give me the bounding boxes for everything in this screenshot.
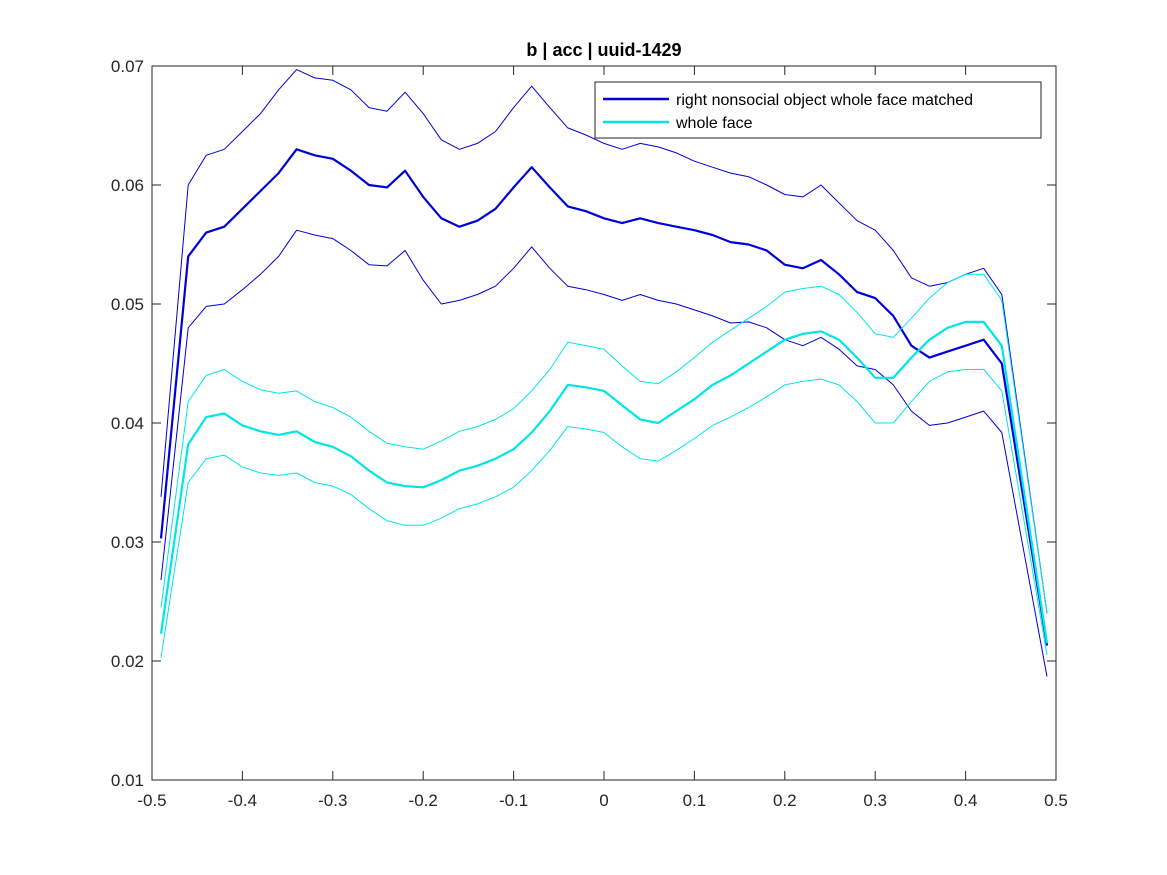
series-1-mean-line: [159, 148, 1049, 646]
tick-layer: -0.5 -0.4 -0.3 -0.2 -0.1 0 0.1 0.2 0.3 0.4 0.5 0.01…: [111, 57, 1068, 810]
legend-label-series-2: whole face: [675, 115, 753, 132]
x-tick-label: -0.4: [228, 791, 257, 810]
x-tick-label: -0.5: [137, 791, 166, 810]
legend-box: [594, 81, 1042, 139]
y-tick-label: 0.03: [111, 533, 144, 552]
x-tick-label: -0.1: [499, 791, 528, 810]
series-1-upper-bound-line: [160, 69, 1048, 614]
x-tick-label: 0: [599, 791, 608, 810]
series-2-upper-bound-line: [160, 273, 1048, 614]
series-2-lower-bound-line: [160, 369, 1048, 658]
x-tick-label: 0.5: [1044, 791, 1068, 810]
series-2-mean-line: [159, 320, 1049, 644]
x-tick-label: 0.4: [954, 791, 978, 810]
plot-area-background: [152, 66, 1056, 780]
y-tick-label: 0.07: [111, 57, 144, 76]
chart-title: b | acc | uuid-1429: [526, 40, 681, 60]
x-tick-label: 0.3: [863, 791, 887, 810]
y-tick-label: 0.01: [111, 771, 144, 790]
series-layer: [159, 69, 1049, 677]
y-tick-label: 0.05: [111, 295, 144, 314]
x-tick-label: -0.3: [318, 791, 347, 810]
legend: right nonsocial object whole face matche…: [594, 81, 1042, 139]
x-tick-label: 0.1: [683, 791, 707, 810]
y-tick-label: 0.06: [111, 176, 144, 195]
legend-label-series-1: right nonsocial object whole face matche…: [676, 92, 973, 109]
x-tick-label: 0.2: [773, 791, 797, 810]
y-tick-label: 0.04: [111, 414, 144, 433]
series-1-lower-bound-line: [160, 229, 1048, 677]
y-tick-label: 0.02: [111, 652, 144, 671]
x-tick-label: -0.2: [409, 791, 438, 810]
